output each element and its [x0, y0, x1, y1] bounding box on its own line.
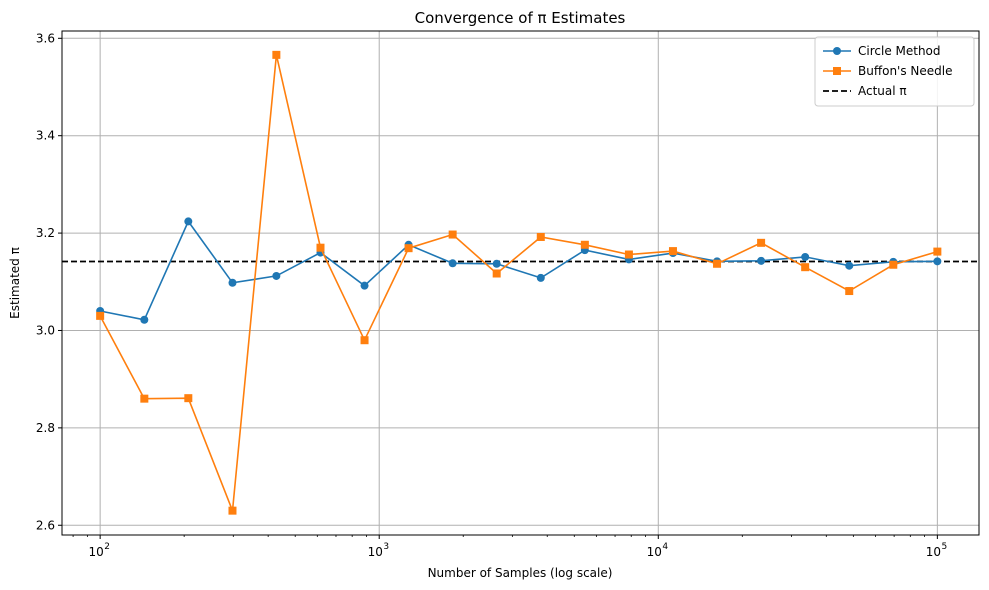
y-tick-label: 3.6	[36, 31, 55, 45]
buffons-needle-point	[448, 230, 457, 239]
legend-marker-circle-method	[833, 47, 841, 55]
buffons-needle-point	[668, 247, 677, 256]
legend-box	[814, 36, 975, 107]
circle-method-point	[448, 259, 457, 268]
x-tick-exponent: 3	[383, 542, 389, 552]
buffons-needle-point	[801, 263, 810, 272]
y-tick-label: 3.2	[36, 226, 55, 240]
y-axis-label: Estimated π	[8, 247, 22, 319]
circle-method-point	[272, 271, 281, 280]
chart-title: Convergence of π Estimates	[415, 9, 626, 27]
circle-method-point	[757, 256, 766, 265]
buffons-needle-point	[228, 506, 237, 515]
buffons-needle-point	[536, 232, 545, 241]
x-tick-label: 10	[368, 545, 383, 559]
circle-method-line	[99, 219, 938, 321]
buffons-needle-point	[713, 259, 722, 268]
buffons-needle-line	[99, 54, 938, 511]
circle-method-point	[360, 281, 369, 290]
x-axis-label: Number of Samples (log scale)	[428, 566, 613, 580]
y-axis: 2.6 2.8 3.0 3.2 3.4 3.6	[36, 31, 62, 532]
buffons-needle-point	[889, 260, 898, 269]
x-tick-label: 10	[926, 545, 941, 559]
buffons-needle-point	[580, 240, 589, 249]
x-tick-label: 10	[647, 545, 662, 559]
buffons-needle-point	[272, 50, 281, 59]
circle-method-point	[184, 217, 193, 226]
legend-label-buffons-needle: Buffon's Needle	[858, 64, 953, 78]
buffons-needle-point	[492, 269, 501, 278]
buffons-needle-point	[757, 238, 766, 247]
legend: Circle Method Buffon's Needle Actual π	[814, 36, 975, 107]
x-tick-exponent: 2	[104, 542, 110, 552]
plot-area-frame	[61, 30, 980, 536]
buffons-needle-point	[933, 247, 942, 256]
buffons-needle-point	[360, 336, 369, 345]
circle-method-point	[536, 273, 545, 282]
x-tick-exponent: 4	[662, 542, 668, 552]
legend-label-circle-method: Circle Method	[858, 44, 941, 58]
buffons-needle-point	[184, 394, 193, 403]
circle-method-point	[801, 252, 810, 261]
circle-method-point	[933, 257, 942, 266]
y-tick-label: 3.0	[36, 323, 55, 337]
x-axis: 10 2 10 3 10 4 10 5	[72, 535, 947, 559]
legend-label-actual-pi: Actual π	[858, 84, 907, 98]
legend-marker-buffons-needle	[833, 67, 841, 75]
buffons-needle-point	[316, 243, 325, 252]
circle-method-point	[845, 261, 854, 270]
buffons-needle-point	[404, 244, 413, 253]
buffons-needle-point	[96, 311, 105, 320]
circle-method-point	[140, 315, 149, 324]
circle-method-point	[228, 278, 237, 287]
x-tick-label: 10	[89, 545, 104, 559]
series-layer	[96, 50, 942, 515]
buffons-needle-series	[96, 50, 942, 515]
x-tick-exponent: 5	[941, 542, 947, 552]
buffons-needle-point	[845, 287, 854, 296]
buffons-needle-point	[624, 250, 633, 259]
y-tick-label: 2.8	[36, 421, 55, 435]
y-tick-label: 2.6	[36, 518, 55, 532]
y-tick-label: 3.4	[36, 129, 55, 143]
buffons-needle-point	[140, 394, 149, 403]
circle-method-point	[492, 259, 501, 268]
